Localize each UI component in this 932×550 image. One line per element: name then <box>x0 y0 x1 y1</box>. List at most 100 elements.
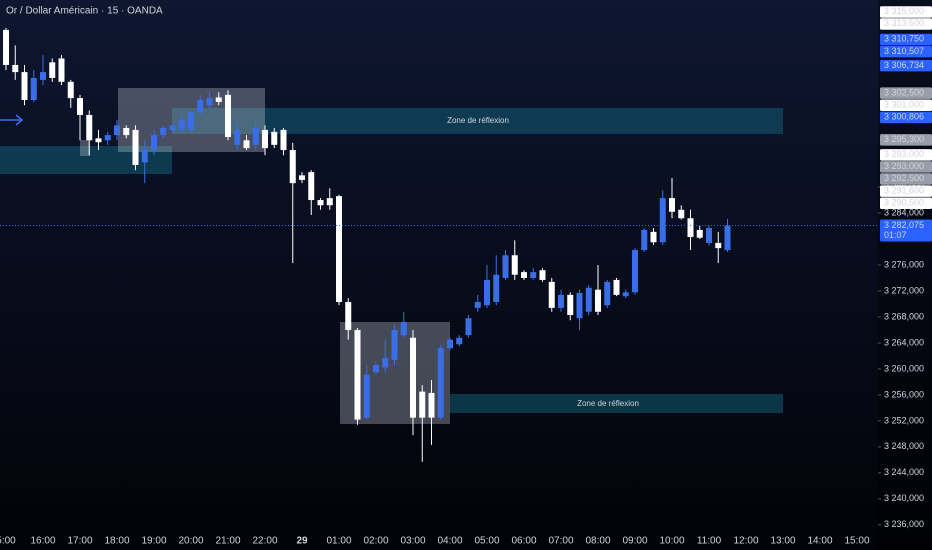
price-tag-label: 3 301,000 <box>884 99 924 109</box>
candle-body <box>548 281 555 308</box>
candle-body <box>669 198 675 212</box>
candle-body <box>604 281 611 306</box>
candle-body <box>114 125 120 136</box>
y-tick-label: 3 276,000 <box>884 259 924 269</box>
candle-body <box>132 129 139 165</box>
y-tick-label: 3 284,000 <box>884 207 924 217</box>
x-tick-label: 02:00 <box>363 536 388 547</box>
price-tag <box>880 149 932 161</box>
candle-body <box>539 270 546 280</box>
candle-body <box>502 255 509 278</box>
candle-body <box>67 81 74 99</box>
candle-body <box>465 318 472 336</box>
price-tag-label: 3 306,734 <box>884 60 924 70</box>
candle-body <box>419 391 426 418</box>
candle-body <box>197 100 204 113</box>
candle-body <box>622 292 629 297</box>
candle-body <box>289 150 296 184</box>
candle-body <box>299 175 305 180</box>
candle-body <box>215 97 222 102</box>
candle-body <box>308 172 315 201</box>
candle-body <box>12 64 19 73</box>
candle-body <box>706 227 712 243</box>
y-tick-label: 3 256,000 <box>884 389 924 399</box>
candle-body <box>724 225 731 251</box>
price-tag <box>880 99 932 111</box>
candle-body <box>696 229 703 238</box>
candle-body <box>456 337 463 345</box>
x-tick-label: 17:00 <box>67 536 92 547</box>
candle-body <box>373 365 379 373</box>
candle-body <box>659 198 666 243</box>
x-tick-label: 04:00 <box>437 536 462 547</box>
price-tag-label: 3 291,600 <box>884 185 924 195</box>
y-tick-label: 3 264,000 <box>884 337 924 347</box>
x-tick-label: 16:00 <box>30 536 55 547</box>
price-tag-label: 3 293,000 <box>884 161 924 171</box>
x-tick-label: 08:00 <box>585 536 610 547</box>
candle-body <box>521 272 527 278</box>
zone-label: Zone de réflexion <box>447 116 509 125</box>
candle-body <box>243 140 250 149</box>
y-tick-label: 3 236,000 <box>884 519 924 529</box>
y-tick-label: 3 252,000 <box>884 415 924 425</box>
price-tag-label: 3 302,500 <box>884 87 924 97</box>
price-tag-label: 3 313,500 <box>884 18 924 28</box>
candle-body <box>3 29 9 65</box>
candle-body <box>225 94 231 138</box>
candle-body <box>95 138 102 143</box>
candle-body <box>437 348 444 418</box>
price-tag <box>880 173 932 185</box>
chart-title: Or / Dollar Américain · 15 · OANDA <box>6 6 163 17</box>
candle-body <box>650 231 657 243</box>
x-tick-label: 19:00 <box>141 536 166 547</box>
candle-body <box>262 129 268 149</box>
x-tick-label: 12:00 <box>733 536 758 547</box>
candle-body <box>49 62 56 78</box>
candle-body <box>363 374 370 418</box>
candle-body <box>234 129 241 145</box>
candle-body <box>160 127 167 136</box>
candle-body <box>576 292 583 319</box>
candle-body <box>104 135 111 141</box>
x-tick-label: 29 <box>296 536 308 547</box>
candle-body <box>354 329 361 420</box>
candle-body <box>558 294 564 308</box>
candle-body <box>141 150 148 163</box>
zone-label: Zone de réflexion <box>577 399 639 408</box>
price-tag-label: 3 293,000 <box>884 149 924 159</box>
last-price-label: 3 282,075 <box>884 220 924 230</box>
x-tick-label: 22:00 <box>252 536 277 547</box>
candle-body <box>715 242 722 249</box>
candle-body <box>169 125 176 130</box>
price-tag-label: 3 310,507 <box>884 46 924 56</box>
last-price-tag <box>880 219 932 242</box>
candle-body <box>86 114 93 141</box>
x-tick-label: 21:00 <box>215 536 240 547</box>
candle-body <box>632 250 638 293</box>
candle-body <box>613 279 620 295</box>
candle-body <box>317 200 324 206</box>
price-tag <box>880 111 932 124</box>
x-tick-label: 11:00 <box>697 536 722 547</box>
price-tag <box>880 18 932 30</box>
candle-body <box>400 322 407 336</box>
price-tag <box>880 45 932 58</box>
candle-body <box>252 127 259 145</box>
zone <box>450 394 783 413</box>
arrow-drawing <box>0 114 24 126</box>
candle-body <box>484 279 490 306</box>
candle-body <box>30 77 37 101</box>
candle-body <box>188 112 194 130</box>
candle-body <box>410 337 416 418</box>
candle-body <box>447 339 453 349</box>
y-tick-label: 3 248,000 <box>884 441 924 451</box>
candle-body <box>58 58 65 82</box>
price-tag <box>880 134 932 146</box>
y-tick-label: 3 244,000 <box>884 467 924 477</box>
candle-body <box>585 287 592 312</box>
candle-body <box>530 272 537 278</box>
candle-body <box>326 198 333 206</box>
x-tick-label: 5:00 <box>0 536 16 547</box>
